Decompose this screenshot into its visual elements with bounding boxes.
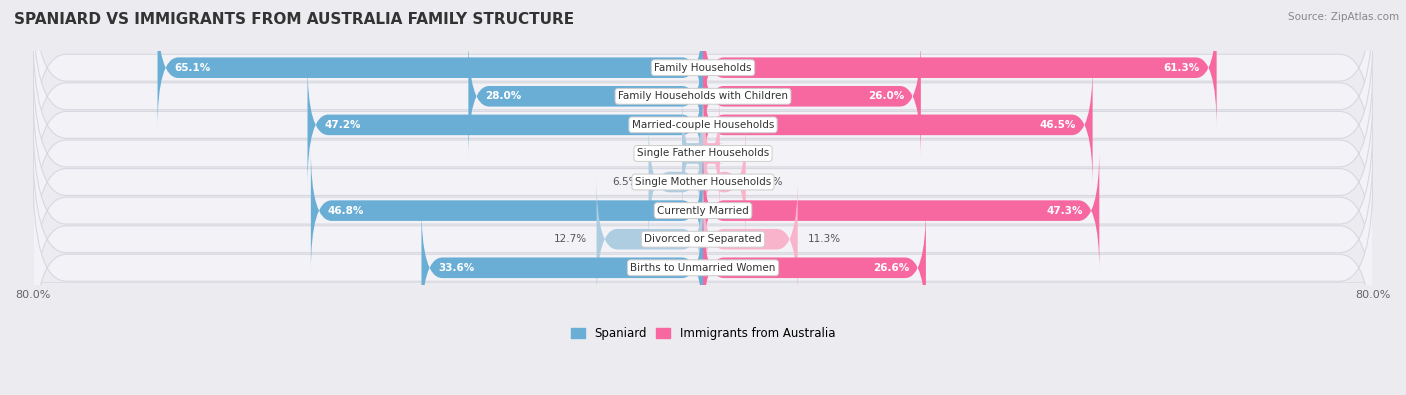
Text: Family Households with Children: Family Households with Children — [619, 91, 787, 101]
FancyBboxPatch shape — [703, 178, 797, 300]
Text: Family Households: Family Households — [654, 63, 752, 73]
Text: 47.2%: 47.2% — [325, 120, 361, 130]
FancyBboxPatch shape — [32, 53, 1374, 254]
FancyBboxPatch shape — [308, 64, 703, 186]
Text: 26.6%: 26.6% — [873, 263, 910, 273]
Text: Single Father Households: Single Father Households — [637, 149, 769, 158]
Text: 28.0%: 28.0% — [485, 91, 522, 101]
FancyBboxPatch shape — [422, 207, 703, 329]
Text: 47.3%: 47.3% — [1046, 206, 1083, 216]
FancyBboxPatch shape — [32, 110, 1374, 312]
FancyBboxPatch shape — [468, 35, 703, 158]
Text: 65.1%: 65.1% — [174, 63, 211, 73]
Text: 5.1%: 5.1% — [756, 177, 782, 187]
Text: 2.0%: 2.0% — [730, 149, 756, 158]
Legend: Spaniard, Immigrants from Australia: Spaniard, Immigrants from Australia — [567, 322, 839, 345]
FancyBboxPatch shape — [157, 7, 703, 129]
Text: 12.7%: 12.7% — [554, 234, 586, 244]
Text: Single Mother Households: Single Mother Households — [636, 177, 770, 187]
Text: Source: ZipAtlas.com: Source: ZipAtlas.com — [1288, 12, 1399, 22]
FancyBboxPatch shape — [703, 207, 927, 329]
Text: 61.3%: 61.3% — [1164, 63, 1199, 73]
Text: 6.5%: 6.5% — [612, 177, 638, 187]
Text: Currently Married: Currently Married — [657, 206, 749, 216]
FancyBboxPatch shape — [32, 81, 1374, 283]
Text: 26.0%: 26.0% — [868, 91, 904, 101]
FancyBboxPatch shape — [703, 149, 1099, 272]
Text: 46.8%: 46.8% — [328, 206, 364, 216]
FancyBboxPatch shape — [648, 121, 703, 243]
FancyBboxPatch shape — [311, 149, 703, 272]
Text: Married-couple Households: Married-couple Households — [631, 120, 775, 130]
FancyBboxPatch shape — [32, 24, 1374, 226]
FancyBboxPatch shape — [703, 35, 921, 158]
Text: SPANIARD VS IMMIGRANTS FROM AUSTRALIA FAMILY STRUCTURE: SPANIARD VS IMMIGRANTS FROM AUSTRALIA FA… — [14, 12, 574, 27]
FancyBboxPatch shape — [703, 64, 1092, 186]
Text: Births to Unmarried Women: Births to Unmarried Women — [630, 263, 776, 273]
FancyBboxPatch shape — [703, 121, 745, 243]
FancyBboxPatch shape — [32, 167, 1374, 369]
FancyBboxPatch shape — [699, 92, 724, 214]
Text: 46.5%: 46.5% — [1039, 120, 1076, 130]
FancyBboxPatch shape — [32, 0, 1374, 197]
FancyBboxPatch shape — [32, 0, 1374, 169]
Text: 11.3%: 11.3% — [807, 234, 841, 244]
FancyBboxPatch shape — [32, 138, 1374, 340]
Text: 2.5%: 2.5% — [645, 149, 672, 158]
Text: Divorced or Separated: Divorced or Separated — [644, 234, 762, 244]
FancyBboxPatch shape — [596, 178, 703, 300]
Text: 33.6%: 33.6% — [439, 263, 474, 273]
FancyBboxPatch shape — [703, 7, 1216, 129]
FancyBboxPatch shape — [682, 92, 703, 214]
